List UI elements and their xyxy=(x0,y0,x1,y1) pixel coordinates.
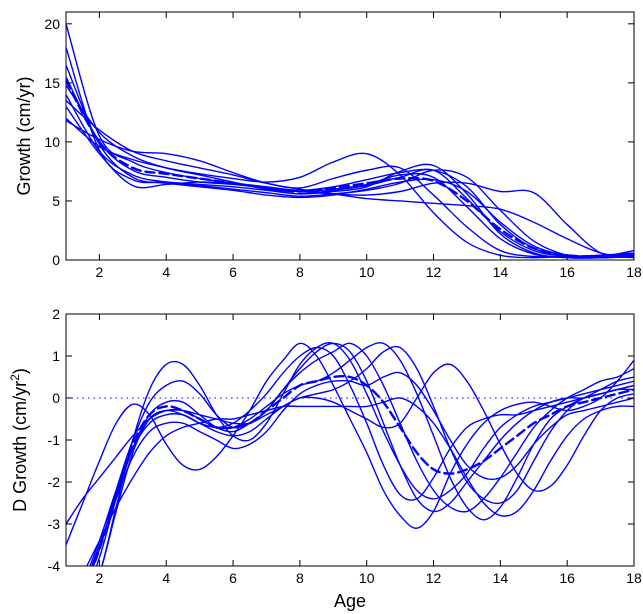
top-mean-curve xyxy=(66,79,634,258)
bottom-y-tick-label: -2 xyxy=(48,474,61,490)
top-x-tick-label: 16 xyxy=(559,264,575,280)
top-y-tick-label: 20 xyxy=(44,16,60,32)
bottom-x-tick-label: 8 xyxy=(296,570,304,586)
top-panel: 2 4 6 8 10 12 14 16 18 0 5 10 15 20 Growth (cm/yr) xyxy=(14,11,642,280)
bottom-mean-curve xyxy=(92,375,634,566)
bottom-series-line-10 xyxy=(66,363,634,525)
bottom-y-tick-label: 1 xyxy=(52,348,60,364)
top-series-line-10 xyxy=(66,84,634,259)
top-ticks-group: 2 4 6 8 10 12 14 16 18 0 5 10 15 20 xyxy=(44,12,642,280)
bottom-x-tick-label: 14 xyxy=(493,570,509,586)
top-x-tick-label: 10 xyxy=(359,264,375,280)
bottom-y-axis-label-sup: 2 xyxy=(8,374,22,381)
bottom-y-tick-label: 2 xyxy=(52,306,60,322)
top-x-tick-label: 4 xyxy=(162,264,170,280)
top-y-tick-label: 15 xyxy=(44,75,60,91)
bottom-y-tick-label: -4 xyxy=(48,558,61,574)
top-series-line-2 xyxy=(66,76,634,259)
bottom-series-line-4 xyxy=(95,342,634,566)
bottom-x-tick-label: 4 xyxy=(162,570,170,586)
bottom-y-tick-label: -1 xyxy=(48,432,61,448)
bottom-series-line-1 xyxy=(66,342,634,546)
bottom-series-line-8 xyxy=(86,397,634,566)
top-series-line-3 xyxy=(66,99,634,258)
bottom-series-line-7 xyxy=(90,371,634,566)
bottom-x-tick-label: 16 xyxy=(559,570,575,586)
top-plot-frame xyxy=(65,11,635,261)
bottom-x-axis-label: Age xyxy=(334,591,366,611)
top-x-tick-label: 12 xyxy=(426,264,442,280)
bottom-x-tick-label: 18 xyxy=(626,570,642,586)
top-x-tick-label: 14 xyxy=(493,264,509,280)
bottom-x-tick-label: 6 xyxy=(229,570,237,586)
top-y-tick-label: 5 xyxy=(52,193,60,209)
bottom-series-line-9 xyxy=(101,346,634,566)
top-series-group xyxy=(66,23,634,259)
top-series-line-8 xyxy=(66,119,634,259)
bottom-y-axis-label: D Growth (cm/yr2) xyxy=(8,368,30,512)
bottom-x-tick-label: 12 xyxy=(426,570,442,586)
top-x-tick-label: 6 xyxy=(229,264,237,280)
top-x-tick-label: 18 xyxy=(626,264,642,280)
top-y-tick-label: 10 xyxy=(44,134,60,150)
top-y-tick-label: 0 xyxy=(52,252,60,268)
bottom-series-line-2 xyxy=(92,342,634,566)
bottom-y-axis-label-end: ) xyxy=(10,368,30,374)
bottom-y-tick-label: 0 xyxy=(52,390,60,406)
bottom-x-tick-label: 2 xyxy=(96,570,104,586)
bottom-x-tick-label: 10 xyxy=(359,570,375,586)
top-x-tick-label: 8 xyxy=(296,264,304,280)
bottom-y-tick-label: -3 xyxy=(48,516,61,532)
top-y-axis-label: Growth (cm/yr) xyxy=(14,77,34,196)
top-x-tick-label: 2 xyxy=(96,264,104,280)
bottom-series-group xyxy=(66,341,634,566)
top-series-line-1 xyxy=(66,23,634,259)
top-series-line-9 xyxy=(66,46,634,259)
bottom-y-axis-label-main: D Growth (cm/yr xyxy=(10,381,30,512)
